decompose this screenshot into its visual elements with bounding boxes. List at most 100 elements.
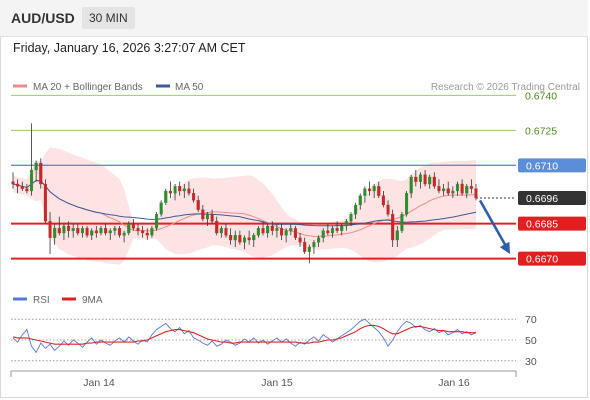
rsi-ma-legend-label: 9MA: [82, 295, 103, 306]
candle: [386, 200, 390, 217]
rsi-legend-label: RSI: [33, 295, 50, 306]
rsi-tick-label-70: 70: [525, 314, 537, 326]
candle: [377, 181, 381, 198]
timeframe-badge[interactable]: 30 MIN: [82, 7, 135, 29]
candle: [391, 209, 395, 247]
rsi-tick-label-30: 30: [525, 356, 537, 368]
candle: [381, 191, 385, 208]
candle: [90, 228, 94, 240]
candle: [321, 228, 325, 243]
price-labels: 0.6740 0.6725 0.6710 0.6685 0.6670 0.6696: [518, 90, 586, 266]
candle: [117, 226, 122, 238]
candle: [363, 186, 367, 203]
level-label-pivot-2: 0.6710: [526, 160, 558, 172]
rsi-panel: 30 50 70: [11, 314, 537, 368]
candle: [428, 174, 432, 189]
candle: [451, 186, 455, 198]
candle: [330, 226, 335, 238]
candle: [16, 179, 20, 194]
forecast-arrow-head: [499, 241, 510, 254]
candle: [62, 223, 66, 240]
level-tag-support-4: [518, 251, 586, 266]
candle: [469, 179, 473, 194]
candle: [307, 244, 311, 264]
candle: [293, 226, 297, 240]
candle: [159, 200, 163, 217]
candle: [474, 184, 478, 201]
x-tick-label-jan16: Jan 16: [438, 377, 470, 389]
candle: [340, 223, 344, 236]
candle: [354, 202, 358, 219]
candle: [303, 237, 307, 254]
candle: [423, 170, 427, 187]
candle: [131, 219, 135, 231]
candle: [210, 209, 214, 224]
candle: [57, 216, 61, 236]
candle: [150, 226, 154, 238]
candle: [94, 226, 98, 238]
candle: [400, 212, 404, 233]
candle: [242, 235, 247, 250]
candle: [275, 223, 279, 238]
candle: [372, 184, 376, 198]
candle: [29, 123, 34, 196]
candle: [455, 181, 460, 196]
rsi-series-9ma: [12, 324, 476, 345]
currency-pair-title: AUD/USD: [11, 10, 75, 26]
candle: [224, 223, 228, 238]
forecast-arrow-shaft: [478, 199, 509, 249]
candle: [442, 184, 446, 196]
candle: [215, 216, 219, 236]
candle: [205, 212, 209, 226]
ma20-legend-label: MA 20 + Bollinger Bands: [33, 82, 143, 93]
candle: [99, 226, 103, 236]
candle: [71, 223, 75, 238]
candle: [437, 179, 441, 194]
candle: [127, 221, 131, 236]
candle: [122, 230, 126, 243]
candle: [141, 226, 145, 238]
moving-averages: [12, 179, 477, 238]
candle: [20, 181, 24, 191]
candle: [48, 212, 52, 254]
candle: [53, 223, 57, 245]
rsi-tick-label-50: 50: [525, 335, 537, 347]
candle: [182, 184, 186, 198]
candle: [25, 184, 29, 194]
candle: [317, 235, 321, 247]
candle: [229, 228, 233, 245]
rsi-series-rsi: [12, 318, 477, 354]
candle: [104, 223, 108, 236]
candle: [298, 233, 302, 247]
bollinger-bands: [13, 147, 476, 265]
candle: [187, 181, 191, 196]
candle: [349, 212, 353, 226]
candle: [201, 205, 205, 222]
candle: [164, 188, 168, 205]
candle: [465, 184, 469, 198]
candle: [261, 221, 265, 236]
candle: [280, 223, 284, 240]
source-credit: Research © 2026 Trading Central: [431, 82, 580, 93]
candle: [233, 230, 237, 247]
candle: [252, 233, 256, 247]
candle: [173, 184, 177, 201]
ma50-legend-label: MA 50: [175, 82, 204, 93]
candle: [67, 221, 71, 238]
candlesticks: [11, 123, 478, 264]
chart-header: AUD/USD 30 MIN: [0, 0, 588, 37]
candle: [367, 181, 372, 196]
candle: [344, 219, 348, 231]
level-label-resistance-0: 0.6740: [525, 90, 557, 102]
candle: [80, 226, 84, 238]
candle: [289, 223, 293, 236]
candle: [136, 223, 140, 236]
level-label-resistance-1: 0.6725: [525, 125, 557, 137]
candle: [34, 160, 38, 182]
candle: [460, 179, 464, 196]
candle: [196, 195, 200, 212]
candle: [178, 181, 182, 196]
candle: [11, 172, 15, 189]
candle: [108, 228, 112, 240]
candle: [43, 179, 47, 224]
